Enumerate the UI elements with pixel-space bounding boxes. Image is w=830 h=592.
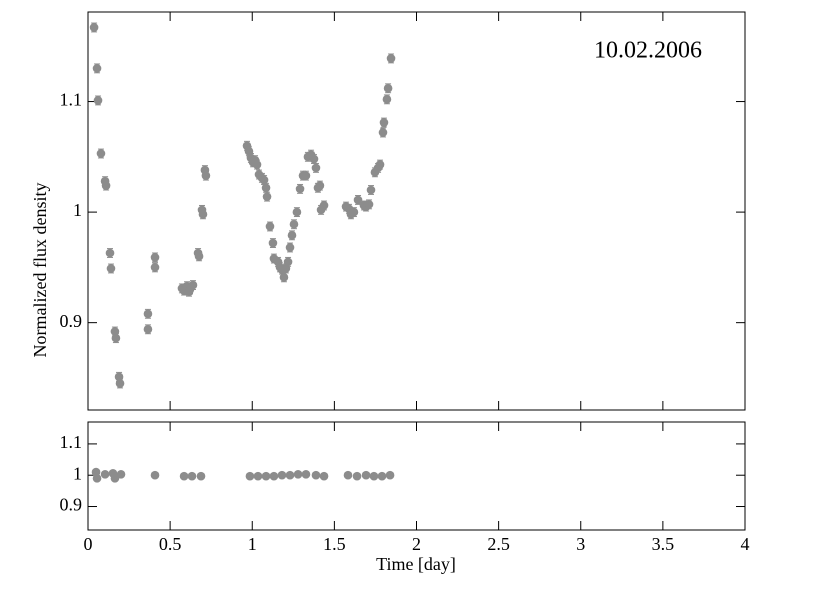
data-point — [143, 324, 153, 334]
data-point — [279, 273, 289, 282]
data-point — [301, 171, 311, 180]
data-point — [198, 210, 208, 219]
data-point — [269, 471, 279, 481]
data-point — [311, 163, 321, 173]
data-point — [93, 96, 103, 105]
x-tick-label: 3.5 — [652, 534, 675, 554]
data-point — [289, 219, 299, 229]
data-point — [343, 470, 353, 480]
data-point — [92, 64, 102, 73]
x-tick-label: 0 — [84, 534, 93, 554]
data-point — [89, 23, 99, 32]
data-point — [352, 471, 362, 481]
data-point — [292, 207, 302, 217]
annotation: 10.02.2006 — [594, 38, 702, 64]
data-point — [361, 470, 371, 480]
y-tick-label: 1 — [73, 463, 82, 483]
data-point — [252, 160, 262, 169]
data-point — [301, 469, 311, 479]
x-tick-label: 3 — [576, 534, 585, 554]
data-point — [268, 238, 278, 248]
data-point — [319, 201, 329, 210]
data-point — [283, 257, 293, 267]
data-point — [245, 471, 255, 481]
data-point — [101, 181, 111, 190]
data-point — [179, 471, 189, 481]
x-tick-label: 1.5 — [323, 534, 346, 554]
data-point — [319, 471, 329, 481]
x-tick-label: 4 — [741, 534, 750, 554]
data-point — [196, 471, 206, 481]
y-tick-label: 1.1 — [60, 432, 83, 452]
y-tick-label: 1 — [73, 200, 82, 220]
data-point — [285, 470, 295, 480]
x-axis-label: Time [day] — [376, 554, 456, 574]
data-point — [265, 222, 275, 231]
data-point — [111, 333, 121, 343]
data-point — [92, 474, 102, 483]
data-point — [287, 231, 297, 240]
data-point — [201, 171, 211, 180]
data-point — [311, 470, 321, 480]
data-point — [383, 83, 393, 93]
data-point — [110, 474, 120, 483]
data-point — [143, 309, 153, 319]
data-point — [150, 253, 160, 262]
data-point — [382, 95, 392, 104]
data-point — [386, 54, 396, 63]
x-tick-label: 2 — [412, 534, 421, 554]
data-point — [375, 160, 385, 169]
data-point — [261, 471, 271, 481]
data-point — [364, 200, 374, 209]
data-point — [150, 470, 160, 480]
data-point — [369, 471, 379, 481]
data-point — [115, 379, 125, 388]
data-point — [116, 469, 126, 479]
data-point — [277, 470, 287, 480]
data-point — [349, 207, 359, 217]
data-point — [261, 183, 271, 193]
x-tick-label: 0.5 — [159, 534, 182, 554]
data-point — [100, 469, 110, 479]
data-point — [105, 248, 115, 258]
data-point — [150, 263, 160, 272]
data-point — [379, 118, 389, 127]
y-tick-label: 0.9 — [60, 495, 83, 515]
data-point — [253, 471, 263, 481]
y-axis-label: Normalized flux density — [30, 183, 50, 358]
y-tick-label: 1.1 — [60, 90, 83, 110]
data-point — [366, 185, 376, 195]
data-point — [96, 149, 106, 158]
data-point — [378, 128, 388, 137]
x-tick-label: 1 — [248, 534, 257, 554]
y-tick-label: 0.9 — [60, 311, 83, 331]
data-point — [285, 243, 295, 252]
data-point — [295, 184, 305, 194]
data-point — [262, 192, 272, 201]
data-point — [293, 469, 303, 479]
data-point — [106, 264, 116, 273]
data-point — [194, 252, 204, 261]
data-point — [385, 470, 395, 480]
data-point — [315, 181, 325, 190]
data-point — [188, 280, 198, 290]
x-tick-label: 2.5 — [487, 534, 510, 554]
data-point — [353, 195, 363, 205]
data-point — [187, 471, 197, 481]
data-point — [259, 175, 269, 185]
top-frame — [87, 11, 746, 411]
data-point — [309, 154, 319, 164]
data-point — [377, 471, 387, 481]
